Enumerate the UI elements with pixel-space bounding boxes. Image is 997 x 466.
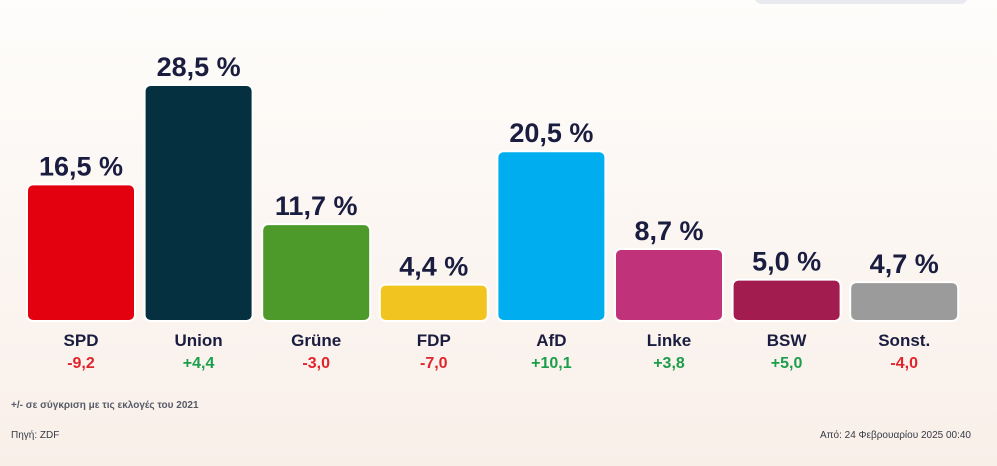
change-label-1: +4,4 bbox=[183, 355, 215, 372]
bar-value-label-6: 5,0 % bbox=[752, 247, 821, 277]
source-label: Πηγή: ZDF bbox=[11, 430, 60, 441]
bar-7 bbox=[849, 281, 960, 322]
change-label-0: -9,2 bbox=[67, 355, 95, 372]
bar-4 bbox=[496, 150, 607, 322]
category-label-0: SPD bbox=[64, 331, 99, 350]
change-label-4: +10,1 bbox=[531, 355, 572, 372]
timestamp-label: Από: 24 Φεβρουαρίου 2025 00:40 bbox=[819, 430, 971, 441]
change-label-6: +5,0 bbox=[771, 355, 803, 372]
category-label-7: Sonst. bbox=[878, 331, 930, 350]
change-label-2: -3,0 bbox=[302, 355, 330, 372]
bar-value-label-5: 8,7 % bbox=[634, 216, 703, 246]
bar-0 bbox=[26, 183, 136, 322]
category-label-2: Grüne bbox=[291, 331, 341, 350]
bar-value-label-2: 11,7 % bbox=[275, 191, 358, 221]
category-label-1: Union bbox=[175, 331, 223, 350]
bar-value-label-4: 20,5 % bbox=[509, 118, 593, 148]
bar-value-label-7: 4,7 % bbox=[870, 249, 939, 279]
change-label-5: +3,8 bbox=[653, 355, 685, 372]
bar-5 bbox=[614, 247, 724, 323]
bar-2 bbox=[261, 223, 372, 322]
change-label-7: -4,0 bbox=[890, 355, 918, 372]
category-label-5: Linke bbox=[647, 331, 691, 350]
bar-value-label-0: 16,5 % bbox=[39, 151, 123, 181]
category-label-6: BSW bbox=[767, 331, 808, 350]
comparison-note: +/- σε σύγκριση με τις εκλογές του 2021 bbox=[11, 400, 199, 411]
bar-3 bbox=[378, 283, 489, 322]
top-panel-edge bbox=[754, 0, 968, 4]
bar-6 bbox=[731, 278, 842, 323]
change-label-3: -7,0 bbox=[420, 355, 448, 372]
bar-value-label-1: 28,5 % bbox=[157, 52, 241, 82]
category-label-3: FDP bbox=[417, 331, 451, 350]
bar-1 bbox=[143, 84, 254, 322]
bar-value-label-3: 4,4 % bbox=[399, 252, 468, 282]
category-label-4: AfD bbox=[536, 331, 566, 350]
